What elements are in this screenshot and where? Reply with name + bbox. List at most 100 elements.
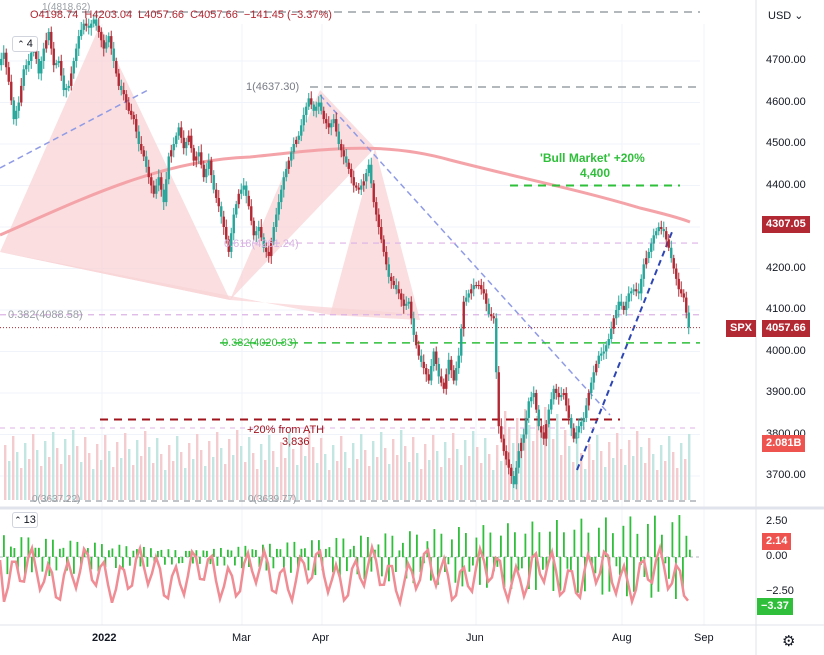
osc-histogram-bar [13, 548, 16, 557]
candle-body [55, 63, 58, 66]
candle-body [645, 258, 648, 265]
price-pane-indicators-toggle[interactable]: ⌃ 4 [12, 36, 38, 52]
candle-body [555, 388, 558, 393]
candle-body [22, 69, 25, 86]
y-tick-label: 4000.00 [766, 344, 806, 357]
candle-body [147, 166, 150, 178]
volume-bar [16, 452, 19, 500]
ohlc-change: −141.45 (−3.37%) [243, 9, 332, 21]
gear-icon[interactable]: ⚙ [782, 633, 796, 650]
osc-histogram-bar [622, 525, 625, 557]
osc-histogram-bar [52, 539, 54, 557]
candle-body [462, 301, 465, 329]
volume-bar [488, 454, 491, 500]
osc-histogram-bar [213, 548, 215, 557]
fib-0382-lower-label: 0.382(4020.83) [222, 337, 297, 349]
candle-body [327, 123, 330, 128]
osc-histogram-bar [549, 531, 551, 557]
candle-body [535, 393, 538, 410]
volume-bar [84, 437, 87, 500]
candle-body [170, 150, 173, 157]
osc-histogram-bar [101, 544, 103, 557]
volume-bar [296, 465, 299, 500]
candle-body [215, 189, 218, 198]
candle-body [417, 345, 420, 356]
candle-body [627, 293, 630, 302]
candle-body [120, 85, 123, 91]
osc-histogram-bar [538, 532, 541, 557]
volume-bar [556, 414, 559, 500]
candle-body [267, 251, 270, 257]
osc-histogram-bar [122, 557, 124, 570]
volume-bar [568, 446, 571, 500]
volume-bar [620, 449, 623, 500]
osc-histogram-bar [143, 546, 145, 557]
osc-histogram-bar [489, 532, 492, 557]
candle-body [460, 328, 463, 356]
volume-bar [580, 453, 583, 500]
candle-body [2, 52, 5, 59]
osc-histogram-bar [398, 550, 401, 557]
candle-body [470, 289, 473, 294]
osc-histogram-bar [384, 533, 387, 557]
osc-histogram-bar [636, 533, 639, 557]
candle-body [40, 61, 43, 74]
osc-histogram-bar [227, 549, 229, 557]
volume-bar [544, 407, 547, 500]
osc-histogram-bar [440, 533, 443, 557]
fib-1-label: 1(4637.30) [246, 81, 300, 93]
currency-selector[interactable]: USD ⌄ [768, 9, 804, 22]
x-tick-label: Aug [612, 632, 632, 644]
osc-histogram-bar [181, 557, 184, 564]
candle-body [530, 397, 533, 402]
candle-body [270, 241, 273, 257]
candle-body [187, 135, 190, 142]
osc-histogram-bar [132, 550, 135, 557]
volume-bar [220, 448, 223, 500]
candle-body [315, 106, 318, 111]
volume-bar [24, 443, 27, 500]
candle-body [100, 31, 103, 41]
volume-bar [564, 430, 567, 500]
candle-body [562, 393, 565, 396]
candle-body [345, 156, 348, 163]
osc-histogram-bar [286, 542, 289, 557]
lower-pane-indicators-toggle[interactable]: ⌃ 13 [12, 512, 38, 528]
volume-bar [520, 434, 523, 500]
fib-0382-upper-label: 0.382(4088.58) [8, 309, 83, 321]
osc-histogram-bar [206, 550, 208, 557]
osc-histogram-bar [328, 547, 331, 557]
candle-body [525, 417, 528, 435]
harmonic-triangle [0, 25, 230, 300]
y-tick-label: 4200.00 [766, 261, 806, 274]
trendlines [0, 89, 673, 471]
candle-body [610, 328, 613, 340]
osc-histogram-bar [223, 557, 226, 566]
candle-body [450, 359, 453, 371]
candle-body [497, 372, 500, 427]
volume-bar [68, 455, 71, 500]
osc-histogram-bar [360, 535, 362, 557]
candle-body [325, 119, 328, 124]
volume-bar [312, 447, 315, 500]
volume-bar [392, 439, 395, 500]
candlesticks [0, 12, 690, 490]
candle-body [332, 119, 335, 124]
candle-body [240, 189, 243, 194]
osc-histogram-bar [570, 557, 572, 572]
volume-bar [224, 464, 227, 500]
candle-body [10, 81, 13, 101]
candle-body [550, 399, 553, 410]
candle-body [665, 231, 668, 240]
candle-body [480, 285, 483, 290]
candle-body [540, 426, 543, 433]
volume-bar [292, 449, 295, 500]
volume-bar [400, 430, 403, 500]
osc-histogram-bar [195, 550, 198, 557]
volume-bar [348, 468, 351, 500]
candle-body [510, 467, 513, 476]
candle-body [247, 195, 250, 207]
candle-body [242, 185, 245, 190]
fib-0-mid-label: 0(3639.77) [248, 494, 297, 505]
